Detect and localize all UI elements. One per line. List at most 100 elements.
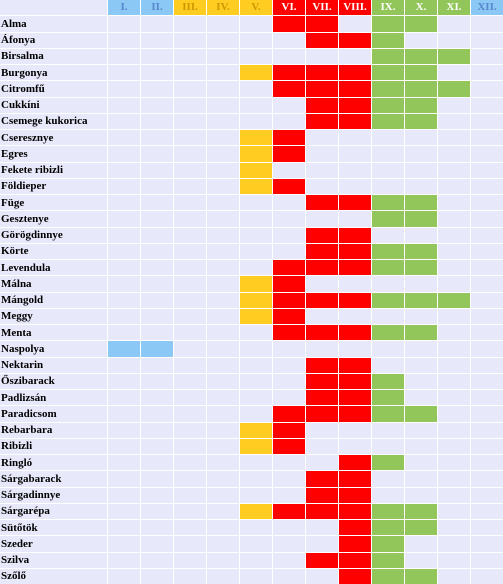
season-cell-empty — [141, 146, 173, 162]
season-cell-active — [273, 292, 305, 308]
season-cell-empty — [108, 455, 140, 471]
season-cell-active — [339, 455, 371, 471]
season-cell-empty — [108, 422, 140, 438]
season-cell-active — [306, 390, 338, 406]
month-header-2: II. — [141, 0, 173, 16]
season-cell-empty — [141, 390, 173, 406]
season-cell-empty — [273, 568, 305, 584]
season-cell-active — [372, 243, 404, 259]
season-cell-empty — [339, 422, 371, 438]
season-cell-active — [339, 520, 371, 536]
season-cell-empty — [405, 487, 437, 503]
season-cell-empty — [405, 471, 437, 487]
season-cell-empty — [240, 406, 272, 422]
season-cell-empty — [141, 568, 173, 584]
season-cell-empty — [471, 406, 503, 422]
season-cell-active — [306, 32, 338, 48]
season-cell-active — [273, 325, 305, 341]
season-cell-empty — [306, 276, 338, 292]
season-cell-empty — [174, 292, 206, 308]
season-cell-active — [273, 406, 305, 422]
season-cell-empty — [108, 292, 140, 308]
season-cell-empty — [174, 195, 206, 211]
season-cell-empty — [273, 211, 305, 227]
season-cell-empty — [405, 552, 437, 568]
season-cell-empty — [438, 65, 470, 81]
season-cell-active — [306, 503, 338, 519]
season-cell-empty — [438, 487, 470, 503]
season-cell-empty — [108, 406, 140, 422]
season-cell-empty — [207, 211, 239, 227]
produce-name: Szeder — [0, 536, 107, 552]
season-cell-empty — [471, 455, 503, 471]
season-cell-empty — [174, 455, 206, 471]
season-cell-empty — [405, 146, 437, 162]
season-cell-active — [405, 243, 437, 259]
month-header-1: I. — [108, 0, 140, 16]
season-cell-active — [240, 162, 272, 178]
season-cell-empty — [141, 65, 173, 81]
season-cell-empty — [174, 130, 206, 146]
season-cell-active — [339, 260, 371, 276]
season-cell-empty — [438, 162, 470, 178]
season-cell-empty — [174, 65, 206, 81]
produce-name: Áfonya — [0, 32, 107, 48]
season-cell-active — [372, 81, 404, 97]
season-cell-empty — [141, 48, 173, 64]
season-cell-active — [306, 260, 338, 276]
month-header-11: XI. — [438, 0, 470, 16]
season-cell-empty — [438, 455, 470, 471]
produce-name: Meggy — [0, 308, 107, 324]
season-cell-active — [240, 146, 272, 162]
season-cell-active — [372, 260, 404, 276]
season-cell-empty — [471, 211, 503, 227]
season-cell-empty — [339, 438, 371, 454]
season-cell-empty — [240, 325, 272, 341]
season-cell-active — [372, 390, 404, 406]
season-cell-empty — [471, 536, 503, 552]
season-cell-active — [273, 146, 305, 162]
season-cell-empty — [108, 390, 140, 406]
season-cell-empty — [471, 503, 503, 519]
season-cell-empty — [207, 438, 239, 454]
season-cell-empty — [306, 308, 338, 324]
season-cell-empty — [372, 227, 404, 243]
season-cell-empty — [174, 227, 206, 243]
season-cell-empty — [438, 113, 470, 129]
season-cell-active — [273, 65, 305, 81]
season-cell-empty — [207, 48, 239, 64]
season-cell-active — [306, 406, 338, 422]
season-cell-active — [405, 97, 437, 113]
produce-name: Gesztenye — [0, 211, 107, 227]
season-cell-empty — [108, 438, 140, 454]
season-cell-active — [339, 406, 371, 422]
season-cell-empty — [471, 357, 503, 373]
produce-name: Sárgadinnye — [0, 487, 107, 503]
season-cell-empty — [471, 81, 503, 97]
season-cell-empty — [207, 227, 239, 243]
season-cell-active — [273, 308, 305, 324]
produce-name: Fekete ribizli — [0, 162, 107, 178]
month-header-7: VII. — [306, 0, 338, 16]
season-cell-empty — [141, 406, 173, 422]
season-cell-empty — [471, 276, 503, 292]
produce-name: Csemege kukorica — [0, 113, 107, 129]
season-cell-empty — [174, 438, 206, 454]
season-cell-empty — [108, 243, 140, 259]
season-cell-active — [273, 178, 305, 194]
season-cell-empty — [339, 211, 371, 227]
season-cell-active — [306, 357, 338, 373]
season-cell-empty — [438, 390, 470, 406]
season-cell-empty — [372, 471, 404, 487]
season-cell-empty — [141, 503, 173, 519]
season-cell-empty — [174, 503, 206, 519]
season-cell-empty — [141, 162, 173, 178]
season-cell-empty — [405, 178, 437, 194]
season-cell-empty — [372, 162, 404, 178]
season-cell-active — [273, 422, 305, 438]
season-cell-empty — [339, 178, 371, 194]
season-cell-empty — [174, 16, 206, 32]
season-cell-empty — [372, 341, 404, 357]
season-cell-empty — [438, 325, 470, 341]
season-cell-empty — [108, 357, 140, 373]
